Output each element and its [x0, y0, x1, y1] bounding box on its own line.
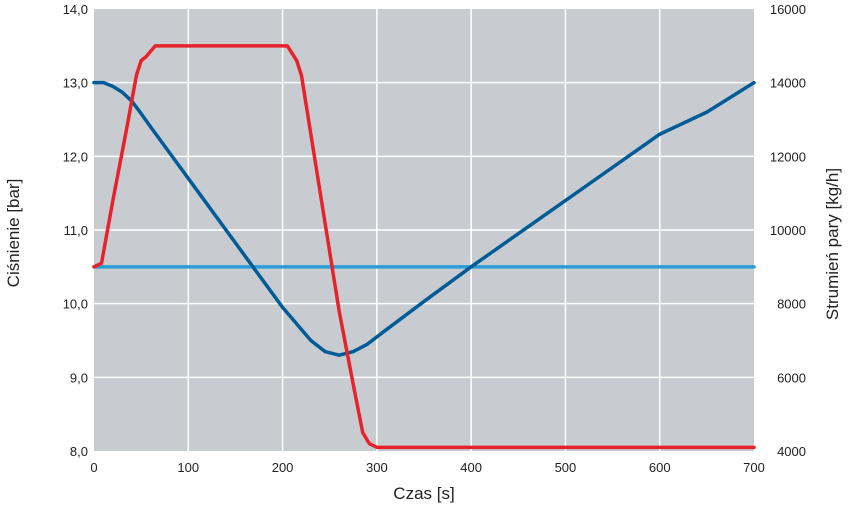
left-tick-label: 13,0 — [63, 76, 88, 91]
right-axis-ticks: 4000 6000 8000 10000 12000 14000 16000 — [770, 2, 806, 459]
x-tick-label: 600 — [649, 460, 671, 475]
x-tick-label: 700 — [743, 460, 765, 475]
left-tick-label: 12,0 — [63, 149, 88, 164]
grid-lines — [94, 9, 754, 451]
right-tick-label: 4000 — [777, 444, 806, 459]
series-line-steam-flow — [92, 44, 756, 450]
left-axis-ticks: 8,0 9,0 10,0 11,0 12,0 13,0 14,0 — [63, 2, 88, 459]
right-tick-label: 10000 — [770, 223, 806, 238]
right-tick-label: 12000 — [770, 149, 806, 164]
left-tick-label: 10,0 — [63, 297, 88, 312]
right-axis-title: Strumień pary [kg/h] — [823, 168, 842, 320]
left-tick-label: 8,0 — [70, 444, 88, 459]
left-axis-title: Ciśnienie [bar] — [4, 179, 23, 288]
x-axis-ticks: 0 100 200 300 400 500 600 700 — [90, 460, 764, 475]
right-tick-label: 16000 — [770, 2, 806, 17]
x-axis-title: Czas [s] — [393, 484, 454, 503]
left-tick-label: 9,0 — [70, 370, 88, 385]
left-tick-label: 11,0 — [64, 223, 88, 238]
right-tick-label: 14000 — [770, 76, 806, 91]
series-line-pressure — [92, 80, 756, 357]
x-tick-label: 100 — [177, 460, 199, 475]
x-tick-label: 300 — [366, 460, 388, 475]
x-tick-label: 0 — [90, 460, 97, 475]
left-tick-label: 14,0 — [63, 2, 88, 17]
x-tick-label: 500 — [555, 460, 577, 475]
right-tick-label: 6000 — [777, 370, 806, 385]
x-tick-label: 400 — [460, 460, 482, 475]
series-layer — [92, 44, 756, 450]
right-tick-label: 8000 — [777, 297, 806, 312]
x-tick-label: 200 — [272, 460, 294, 475]
